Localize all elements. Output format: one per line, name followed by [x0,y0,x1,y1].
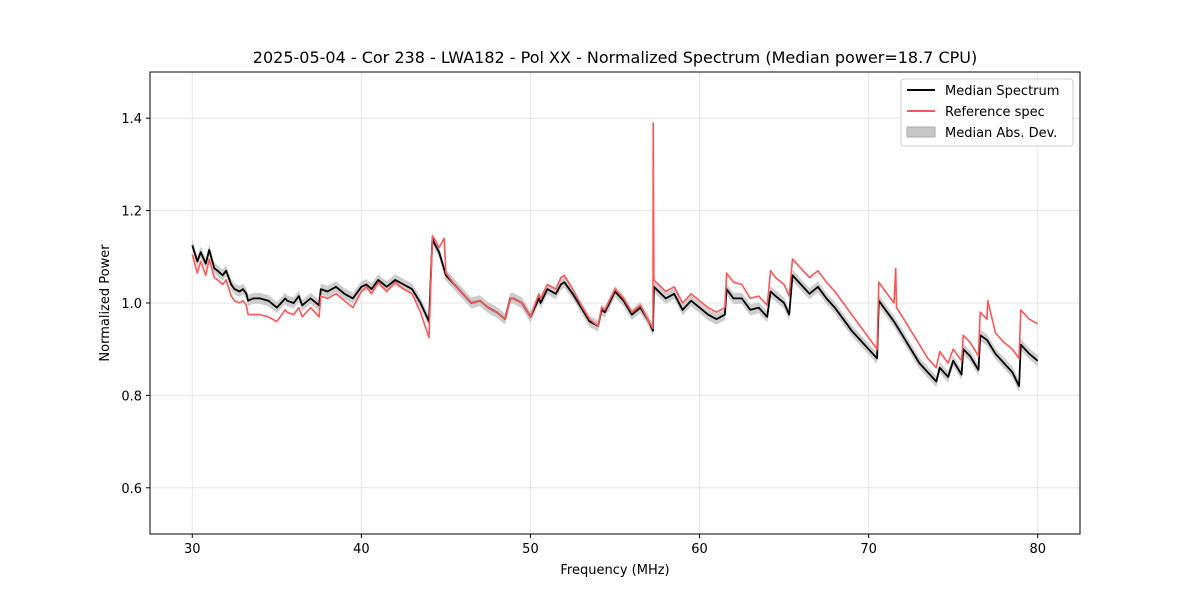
y-tick-label: 0.6 [121,482,142,497]
legend-reference-label: Reference spec [945,105,1045,120]
grid [150,72,1080,534]
x-tick-label: 30 [184,542,201,557]
x-tick-label: 80 [1029,542,1046,557]
legend-median-label: Median Spectrum [945,84,1059,99]
reference-spectrum-line [191,122,1039,369]
legend-box [900,78,1074,147]
y-tick-label: 1.0 [121,297,142,312]
chart-title: 2025-05-04 - Cor 238 - LWA182 - Pol XX -… [253,48,977,67]
y-tick-label: 1.2 [121,205,142,220]
x-axis-label: Frequency (MHz) [560,563,669,578]
legend: Median Spectrum Reference spec Median Ab… [900,78,1074,147]
x-tick-label: 70 [860,542,877,557]
legend-mad-swatch [906,126,936,138]
y-tick-label: 0.8 [121,389,142,404]
median-spectrum-line [191,237,1039,388]
y-axis-label: Normalized Power [98,244,113,362]
x-tick-label: 50 [522,542,539,557]
axis-ticks: 30 40 50 60 70 80 0.6 0.8 1.0 1.2 1.4 [121,112,1046,557]
plot-area [191,122,1039,392]
y-tick-label: 1.4 [121,112,142,127]
x-tick-label: 40 [353,542,370,557]
legend-mad-label: Median Abs. Dev. [945,126,1057,141]
x-tick-label: 60 [691,542,708,557]
